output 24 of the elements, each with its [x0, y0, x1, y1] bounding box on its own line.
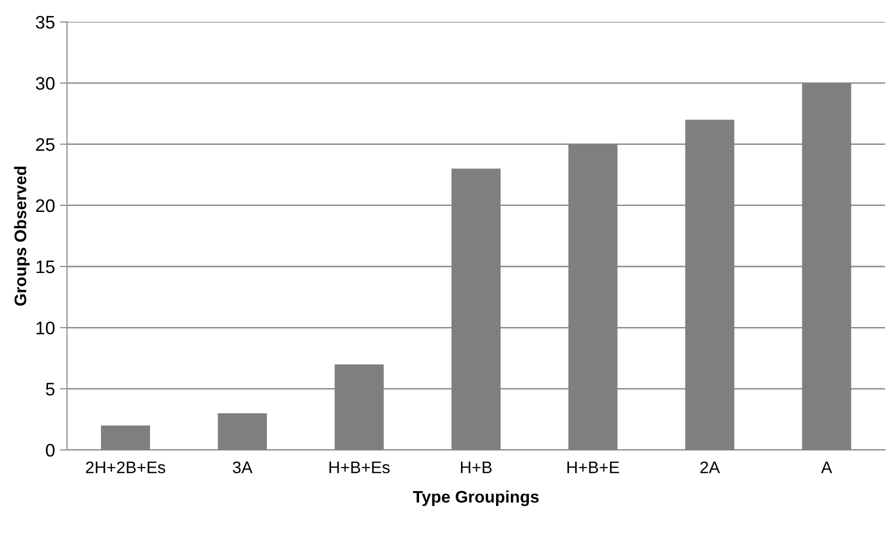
bar — [802, 83, 852, 450]
x-tick-label: A — [821, 462, 832, 474]
x-axis-title: Type Groupings — [412, 490, 539, 506]
x-tick-label: 2H+2B+Es — [86, 461, 166, 474]
y-tick-label: 15 — [36, 260, 54, 274]
bar — [568, 144, 618, 450]
bar — [218, 413, 267, 450]
x-tick-label: H+B+Es — [330, 462, 390, 474]
x-tick-label: 2A — [700, 461, 720, 474]
y-tick-label: 35 — [36, 16, 54, 29]
bar — [100, 425, 150, 450]
bar — [685, 120, 734, 450]
bar — [334, 364, 384, 450]
y-tick-label: 5 — [46, 382, 54, 396]
x-tick-label: H+B+E — [567, 462, 620, 474]
bar — [452, 168, 501, 450]
x-tick-label: H+B — [460, 462, 492, 474]
x-tick-label: 3A — [232, 461, 252, 474]
y-axis-title: Groups Observed — [14, 166, 30, 306]
y-tick-label: 25 — [36, 138, 54, 151]
y-tick-label: 30 — [36, 77, 55, 90]
y-tick-label: 10 — [36, 322, 55, 334]
y-tick-label: 0 — [46, 444, 55, 457]
y-tick-label: 20 — [36, 199, 55, 212]
